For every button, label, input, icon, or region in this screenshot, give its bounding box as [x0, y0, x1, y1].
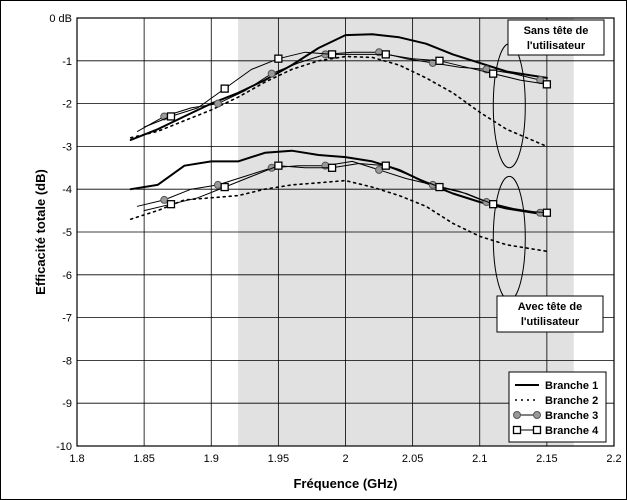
data-point-square: [166, 200, 176, 209]
data-point-circle: [213, 99, 222, 108]
data-point-square: [435, 56, 444, 65]
y-tick-label: -3: [62, 141, 72, 153]
y-tick-label: -7: [62, 313, 72, 325]
annotation-box-avec: Avec tête de l'utilisateur: [496, 295, 604, 333]
y-tick-label: -10: [56, 441, 72, 453]
legend-item: Branche 1: [515, 380, 598, 392]
data-point-square: [435, 182, 444, 192]
series-sans-branche-2: [129, 55, 548, 148]
y-tick-label: -2: [62, 99, 72, 111]
legend-marker-square: [532, 425, 542, 435]
y-tick-label: -8: [62, 355, 72, 367]
series-sans-branche-1: [129, 33, 548, 141]
y-tick-label: 0 dB: [49, 13, 72, 25]
series-line: [129, 149, 548, 216]
x-tick-label: 1.9: [204, 453, 219, 465]
legend-item: Branche 4: [512, 425, 599, 437]
series-line: [129, 55, 548, 148]
x-tick-label: 1.85: [133, 453, 154, 465]
annotation-box-avec-border: [496, 295, 604, 333]
legend-label: Branche 2: [545, 395, 598, 407]
y-tick-label: -5: [62, 227, 72, 239]
data-point-circle: [267, 69, 276, 78]
series-layer: [129, 33, 552, 253]
data-point-square: [327, 163, 337, 172]
x-axis-title: Fréquence (GHz): [293, 476, 397, 491]
data-point-square: [274, 54, 283, 63]
legend-label: Branche 3: [545, 410, 598, 422]
data-point-square: [220, 84, 229, 93]
y-tick-label: -6: [62, 270, 72, 282]
tick-label-layer: 1.8 1.85 1.9 1.95 2 2.05 2.1 2.15 2.2 0 dB -1 -2 -3 -…: [49, 13, 621, 465]
legend-label: Branche 4: [545, 425, 599, 437]
legend-label: Branche 1: [545, 380, 598, 392]
series-line: [129, 179, 548, 253]
data-point-square: [274, 161, 283, 170]
x-tick-label: 2: [342, 453, 348, 465]
annotation-box-sans-border: [507, 19, 605, 56]
data-point-circle: [160, 195, 169, 204]
x-tick-label: 2.15: [536, 453, 557, 465]
legend-marker-square: [512, 425, 522, 435]
series-line: [129, 33, 548, 141]
annotation-sans-line-1: Sans tête de: [524, 25, 589, 37]
legend-marker-circle: [513, 411, 521, 419]
legend-item: Branche 2: [515, 395, 598, 407]
y-tick-label: -1: [62, 56, 72, 68]
x-tick-label: 2.05: [402, 453, 423, 465]
series-line: [143, 163, 548, 214]
x-tick-label: 2.2: [606, 453, 621, 465]
legend-marker-circle: [533, 411, 541, 419]
legend-item: Branche 3: [513, 410, 598, 422]
series-avec-branche-2: [129, 179, 548, 253]
x-tick-label: 2.1: [472, 453, 487, 465]
annotation-sans-line-2: l'utilisateur: [527, 40, 586, 52]
data-point-square: [381, 50, 390, 59]
y-tick-label: -9: [62, 398, 72, 410]
y-axis-title: Efficacité totale (dB): [33, 169, 48, 295]
annotation-avec-line-1: Avec tête de: [518, 301, 582, 313]
data-point-circle: [375, 165, 384, 174]
series-sans-branche-4: [143, 50, 552, 128]
data-point-square: [489, 200, 498, 209]
y-tick-label: -4: [62, 184, 72, 196]
legend: Branche 1 Branche 2 Branche 3 Branche 4: [508, 371, 607, 443]
annotation-avec-line-2: l'utilisateur: [521, 316, 580, 328]
x-tick-label: 1.95: [268, 453, 289, 465]
data-point-circle: [213, 180, 222, 189]
series-avec-branche-4: [143, 161, 552, 217]
series-avec-branche-1: [129, 149, 548, 216]
data-point-square: [542, 80, 552, 89]
legend-box: [508, 371, 607, 443]
plot-area-border: [76, 17, 615, 447]
series-line: [143, 51, 548, 128]
x-tick-label: 1.8: [69, 453, 84, 465]
legend-items: Branche 1 Branche 2 Branche 3 Branche 4: [512, 380, 599, 437]
data-point-square: [542, 208, 552, 217]
data-point-square: [220, 182, 229, 192]
grid-layer: [77, 18, 614, 446]
annotation-box-sans: Sans tête de l'utilisateur: [507, 19, 605, 56]
data-point-square: [489, 69, 498, 78]
data-point-square: [381, 161, 390, 170]
data-point-square: [327, 50, 337, 59]
data-point-square: [166, 112, 176, 121]
